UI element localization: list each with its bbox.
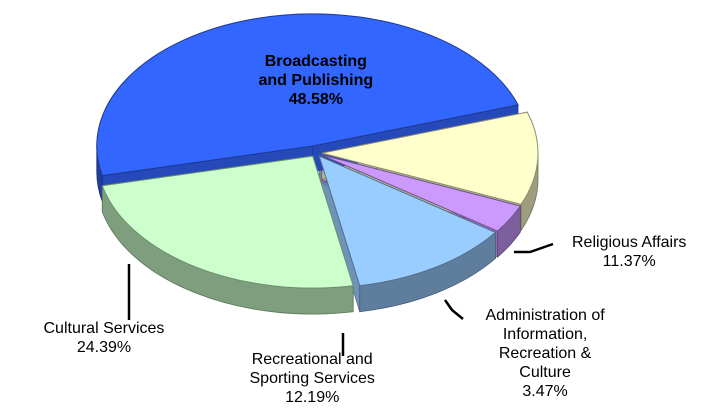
slice-religious-affairs bbox=[321, 111, 539, 205]
slice-label-line: Administration of bbox=[485, 307, 605, 324]
slice-label-line: Cultural Services bbox=[43, 320, 165, 337]
slice-value: 24.39% bbox=[76, 339, 132, 356]
slice-label-line: Recreational and bbox=[251, 351, 373, 368]
slice-value: 11.37% bbox=[602, 253, 656, 270]
slice-label-0: Broadcasting and Publishing 48.58% bbox=[259, 52, 374, 109]
slice-label-line: Information, bbox=[502, 326, 588, 343]
slice-label-1: Religious Affairs 11.37% bbox=[572, 233, 686, 271]
slice-label-line: Broadcasting bbox=[264, 53, 367, 70]
slice-label-line: and Publishing bbox=[258, 72, 374, 89]
slice-label-3: Recreational and Sporting Services 12.19% bbox=[250, 350, 375, 407]
slice-cultural-services bbox=[101, 155, 354, 289]
slice-label-line: Religious Affairs bbox=[572, 234, 687, 251]
slice-value: 12.19% bbox=[285, 389, 340, 406]
slice-label-line: Culture bbox=[519, 364, 571, 381]
slice-label-line: Recreation & bbox=[498, 345, 592, 362]
slice-recreational-and-sporting-services bbox=[318, 155, 497, 287]
slice-value: 48.58% bbox=[288, 91, 343, 108]
slice-value: 3.47% bbox=[522, 383, 568, 400]
pie-tops bbox=[96, 13, 539, 289]
slice-broadcasting-and-publishing bbox=[96, 13, 519, 177]
slice-administration-of-information-recreation-culture bbox=[321, 154, 522, 232]
slice-label-4: Cultural Services 24.39% bbox=[44, 319, 165, 357]
leader-line-2 bbox=[443, 299, 464, 320]
leader-line-1 bbox=[514, 242, 554, 254]
slice-label-2: Administration of Information, Recreation … bbox=[486, 306, 605, 401]
slice-label-line: Sporting Services bbox=[249, 370, 375, 387]
